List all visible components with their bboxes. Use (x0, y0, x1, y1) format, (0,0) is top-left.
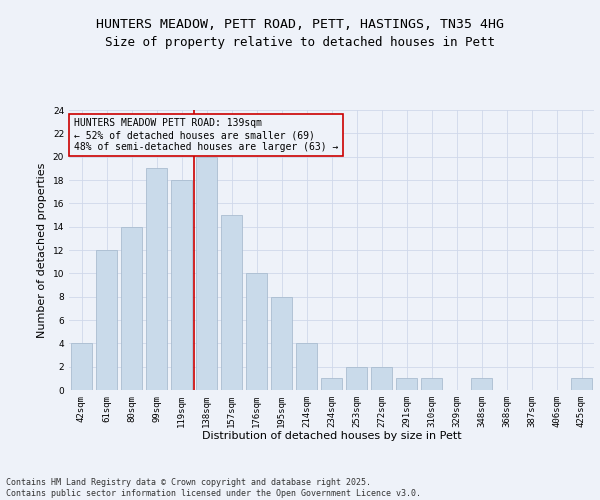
Bar (71, 344, 92, 390)
Bar (171, 180, 192, 390)
Bar (296, 344, 317, 390)
Bar (221, 215, 242, 390)
Bar (396, 378, 417, 390)
Text: HUNTERS MEADOW, PETT ROAD, PETT, HASTINGS, TN35 4HG: HUNTERS MEADOW, PETT ROAD, PETT, HASTING… (96, 18, 504, 30)
Text: Size of property relative to detached houses in Pett: Size of property relative to detached ho… (105, 36, 495, 49)
Bar (196, 156, 217, 390)
Y-axis label: Number of detached properties: Number of detached properties (37, 162, 47, 338)
Bar (271, 296, 292, 390)
Bar (146, 168, 167, 390)
Text: Contains HM Land Registry data © Crown copyright and database right 2025.
Contai: Contains HM Land Registry data © Crown c… (6, 478, 421, 498)
Bar (121, 226, 142, 390)
Bar (321, 378, 342, 390)
Bar (346, 366, 367, 390)
Bar (571, 378, 592, 390)
Bar (96, 250, 117, 390)
Bar (246, 274, 267, 390)
Bar (371, 366, 392, 390)
Bar (421, 378, 442, 390)
X-axis label: Distribution of detached houses by size in Pett: Distribution of detached houses by size … (202, 432, 461, 442)
Bar (471, 378, 492, 390)
Text: HUNTERS MEADOW PETT ROAD: 139sqm
← 52% of detached houses are smaller (69)
48% o: HUNTERS MEADOW PETT ROAD: 139sqm ← 52% o… (74, 118, 338, 152)
